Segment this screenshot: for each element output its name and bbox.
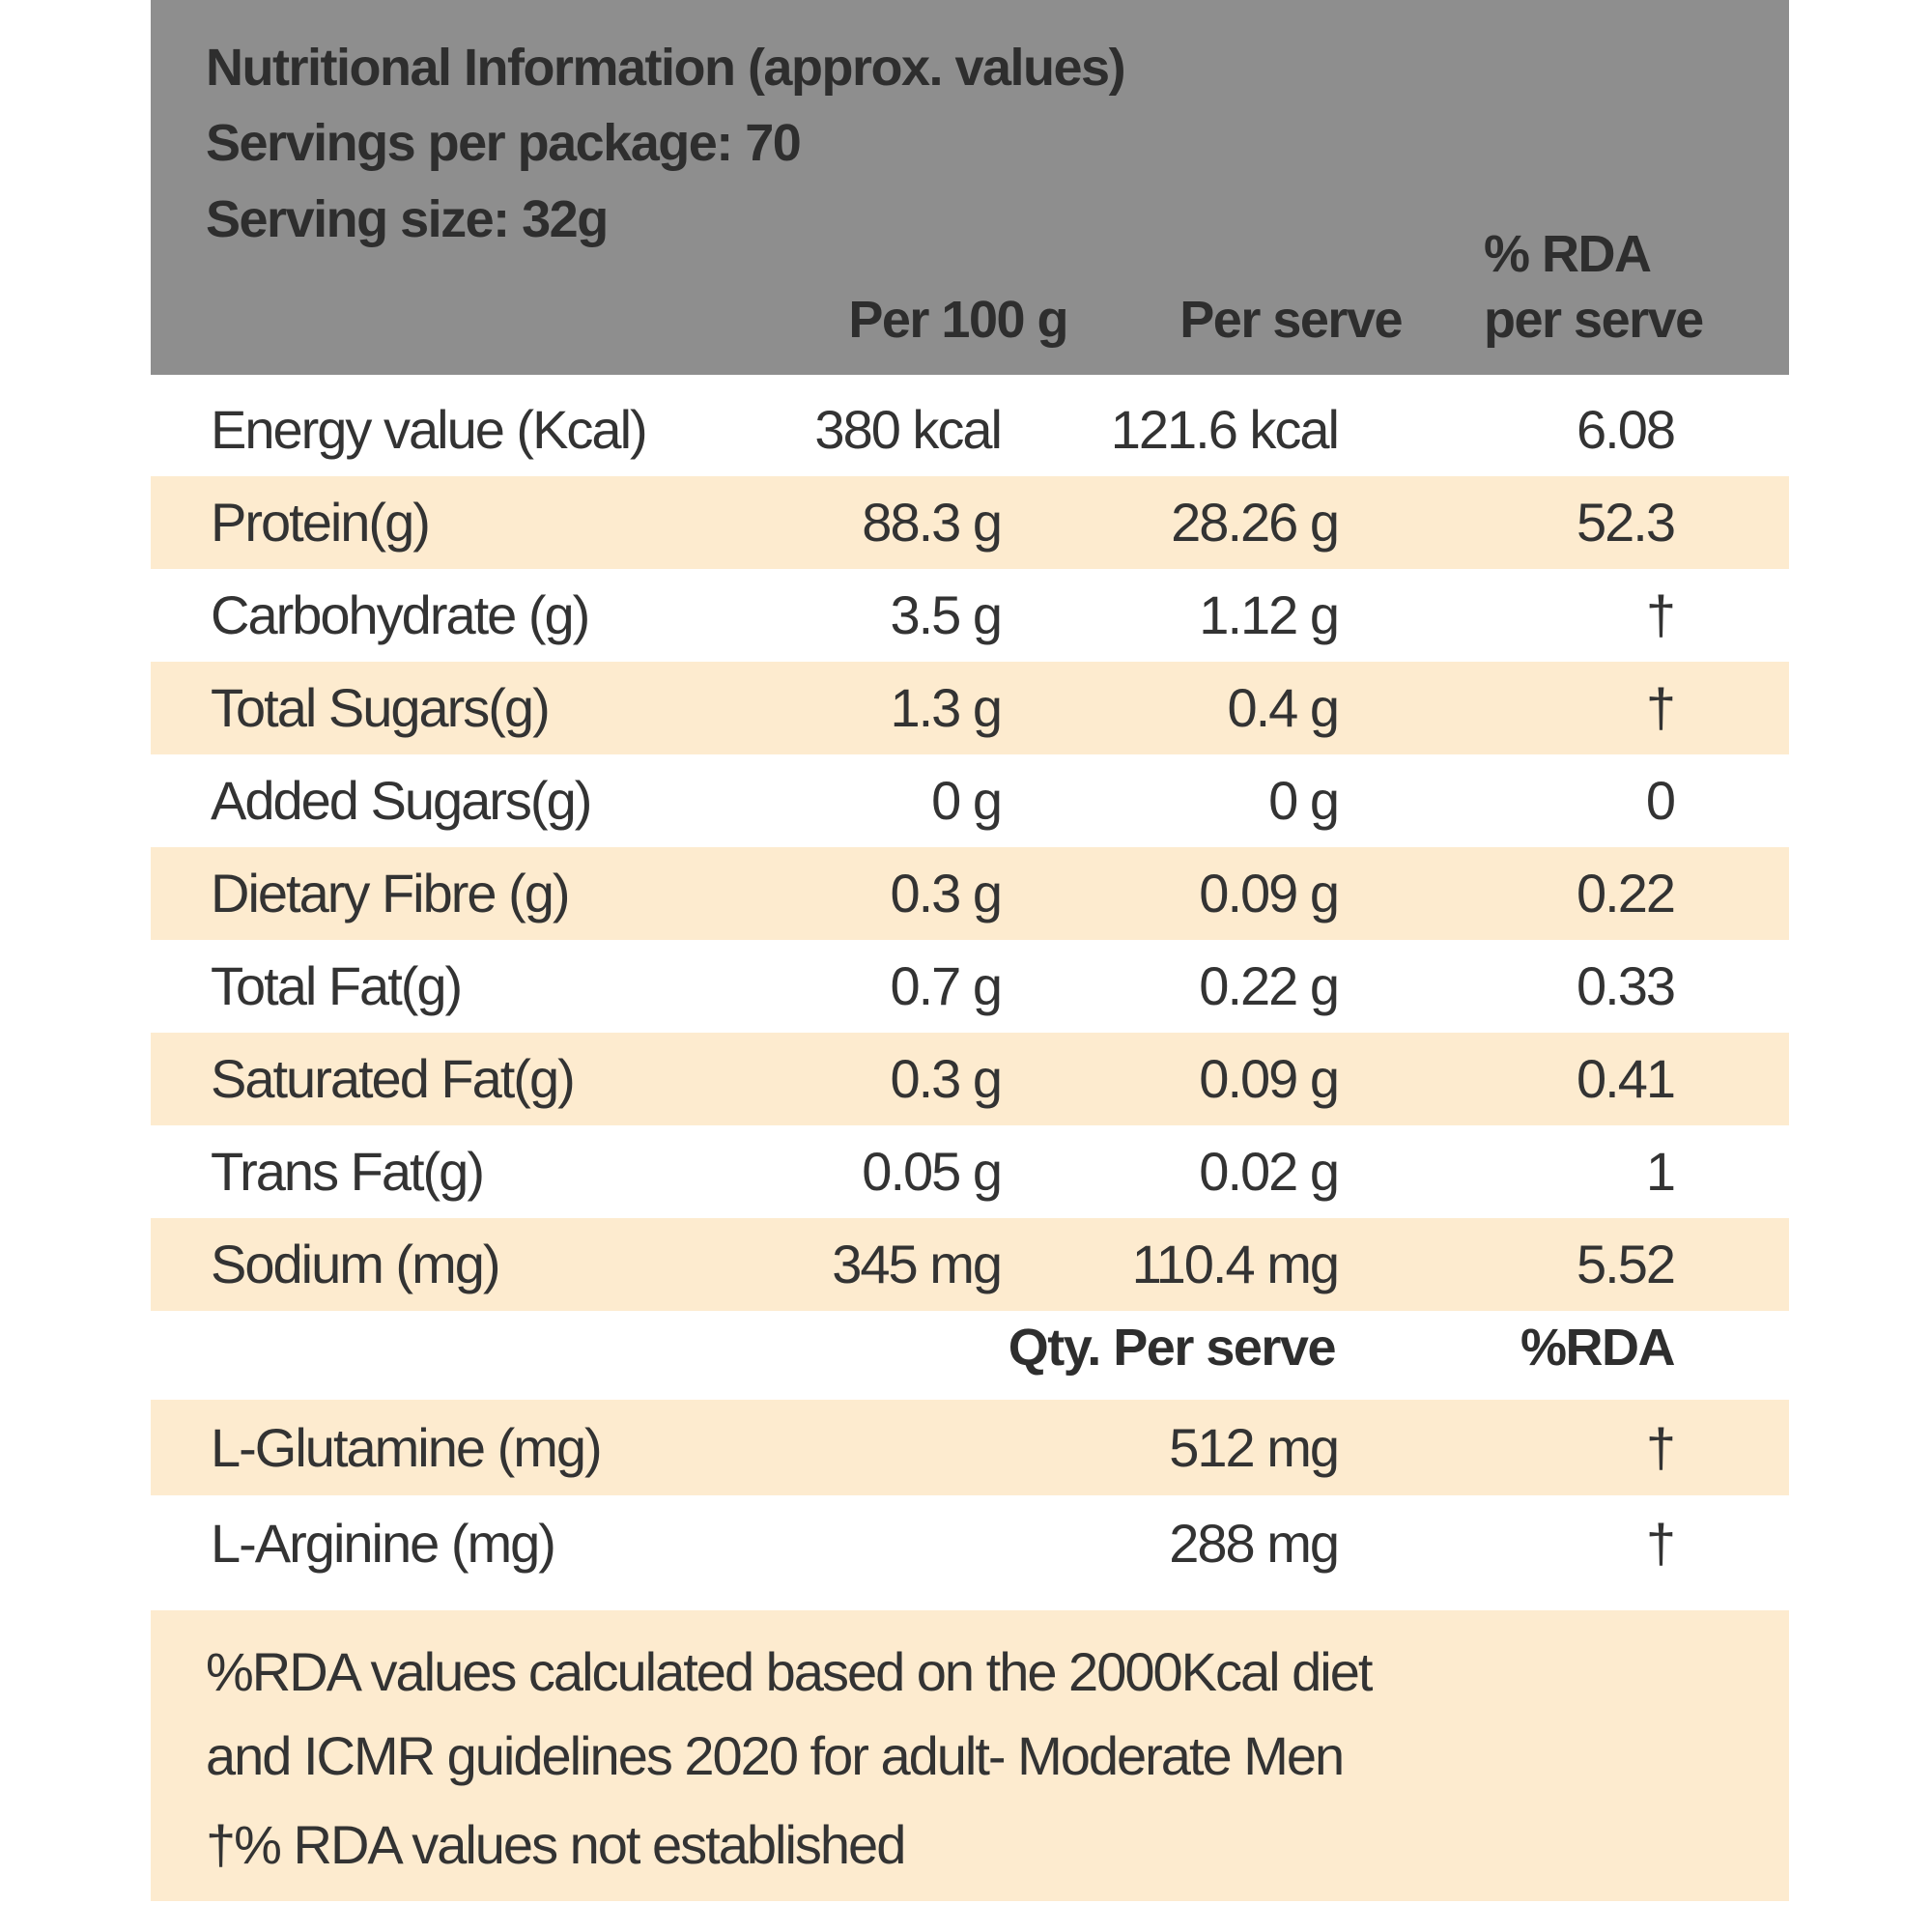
row-label: Total Fat(g) <box>211 955 463 1016</box>
cell: 121.6 kcal <box>1110 399 1340 460</box>
footnote-line: †% RDA values not established <box>206 1814 906 1875</box>
cell: 3.5 g <box>890 584 1003 645</box>
cell: † <box>1645 1513 1676 1574</box>
column-heading: per serve <box>1484 291 1704 349</box>
row-label: L-Arginine (mg) <box>211 1513 556 1574</box>
footnote-line: and ICMR guidelines 2020 for adult- Mode… <box>206 1725 1345 1786</box>
title: Nutritional Information (approx. values) <box>206 39 1126 97</box>
row-label: Energy value (Kcal) <box>211 399 648 460</box>
row-label: Dietary Fibre (g) <box>211 863 571 923</box>
row-label: Total Sugars(g) <box>211 677 551 738</box>
cell: 0.22 <box>1577 863 1676 923</box>
cell: † <box>1645 1417 1676 1478</box>
row-label: Trans Fat(g) <box>211 1141 485 1202</box>
row-label: L-Glutamine (mg) <box>211 1417 603 1478</box>
row-band <box>151 1400 1789 1495</box>
column-heading: Per serve <box>1179 291 1403 349</box>
cell: 0.3 g <box>890 1048 1003 1109</box>
cell: 6.08 <box>1577 399 1676 460</box>
cell: 0.09 g <box>1199 1048 1340 1109</box>
row-band <box>151 1033 1789 1125</box>
cell: 88.3 g <box>862 492 1003 553</box>
servings: Servings per package: 70 <box>206 114 802 172</box>
row-label: Protein(g) <box>211 492 431 553</box>
row-band <box>151 847 1789 940</box>
cell: 380 kcal <box>814 399 1003 460</box>
serving-size: Serving size: 32g <box>206 190 609 248</box>
row-band <box>151 476 1789 569</box>
cell: 5.52 <box>1577 1234 1676 1294</box>
cell: † <box>1645 677 1676 738</box>
cell: 0.02 g <box>1199 1141 1340 1202</box>
column-heading: % RDA <box>1484 225 1652 283</box>
row-label: Added Sugars(g) <box>211 770 592 831</box>
cell: 52.3 <box>1577 492 1676 553</box>
cell: 512 mg <box>1169 1417 1340 1478</box>
cell: 0.33 <box>1577 955 1676 1016</box>
row-band <box>151 1218 1789 1311</box>
header-band <box>151 0 1789 375</box>
column-heading: Qty. Per serve <box>1008 1319 1337 1377</box>
cell: 288 mg <box>1169 1513 1340 1574</box>
cell: 0.05 g <box>862 1141 1003 1202</box>
footnote-band <box>151 1610 1789 1901</box>
footnote-line: %RDA values calculated based on the 2000… <box>206 1641 1373 1702</box>
column-heading: Per 100 g <box>848 291 1068 349</box>
cell: 0.22 g <box>1199 955 1340 1016</box>
cell: 28.26 g <box>1171 492 1340 553</box>
cell: 0 g <box>1268 770 1340 831</box>
cell: 1.12 g <box>1199 584 1340 645</box>
cell: 1 <box>1645 1141 1676 1202</box>
cell: 345 mg <box>832 1234 1003 1294</box>
cell: 0.4 g <box>1227 677 1340 738</box>
cell: 110.4 mg <box>1131 1234 1340 1294</box>
cell: 0.7 g <box>890 955 1003 1016</box>
cell: 0.09 g <box>1199 863 1340 923</box>
cell: † <box>1645 584 1676 645</box>
cell: 0.41 <box>1577 1048 1676 1109</box>
row-label: Saturated Fat(g) <box>211 1048 576 1109</box>
row-label: Sodium (mg) <box>211 1234 501 1294</box>
row-band <box>151 662 1789 754</box>
column-heading: %RDA <box>1520 1319 1676 1377</box>
cell: 0.3 g <box>890 863 1003 923</box>
cell: 1.3 g <box>890 677 1003 738</box>
row-label: Carbohydrate (g) <box>211 584 590 645</box>
cell: 0 <box>1645 770 1676 831</box>
cell: 0 g <box>931 770 1003 831</box>
